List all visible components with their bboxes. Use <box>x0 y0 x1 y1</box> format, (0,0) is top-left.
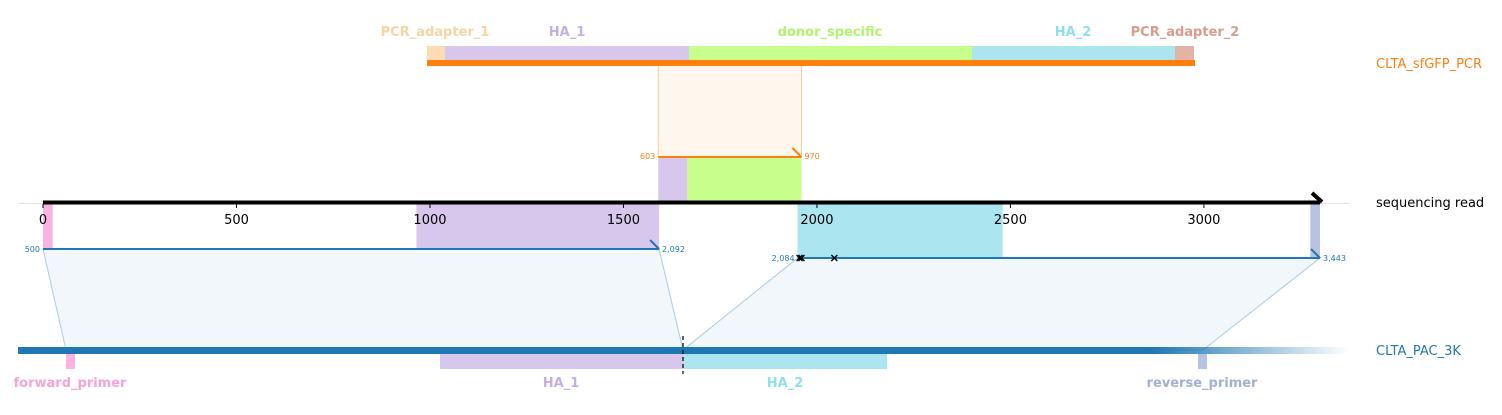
read-axis-tick-label: 2000 <box>800 213 833 228</box>
read-feature-forward-primer <box>43 204 53 250</box>
ref-alignment-band-1 <box>42 248 684 351</box>
read-axis-tick-label: 500 <box>224 213 249 228</box>
mismatch-marker <box>796 254 804 262</box>
bottom-feature-label-forward-primer: forward_primer <box>14 376 128 391</box>
ref-alignment-end-label: 2,092 <box>662 245 685 254</box>
top-reference-track: PCR_adapter_1 HA_1 donor_specific HA_2 PCR_a… <box>381 25 1240 66</box>
read-feature-ha-2 <box>797 204 1003 258</box>
bottom-feature-label-ha-2: HA_2 <box>767 376 804 391</box>
top-feature-pcr-adapter-2 <box>1175 46 1194 62</box>
pcr-alignment-end-label: 970 <box>804 152 819 161</box>
read-feature-reverse-primer <box>1310 204 1320 258</box>
ref-alignment-start-label: 2,084 <box>772 254 795 263</box>
top-feature-label-ha-1: HA_1 <box>549 25 586 40</box>
top-feature-label-ha-2: HA_2 <box>1055 25 1092 40</box>
bottom-feature-ha-2 <box>683 354 887 369</box>
top-feature-pcr-adapter-1 <box>427 46 445 62</box>
bottom-reference-bar <box>18 347 1350 354</box>
pcr-alignment-arrow <box>791 147 803 158</box>
bottom-feature-forward-primer <box>66 354 75 369</box>
bottom-feature-label-reverse-primer: reverse_primer <box>1147 376 1259 391</box>
read-track-label: sequencing read <box>1376 196 1484 211</box>
bottom-reference-track: forward_primer HA_1 HA_2 reverse_primer <box>14 336 1350 391</box>
pcr-alignment-band <box>657 62 802 158</box>
read-axis-tick-label: 2500 <box>994 213 1027 228</box>
pcr-alignment-start-label: 603 <box>640 152 655 161</box>
sequencing-read-track: 603 970 0 500 1000 1500 2000 2500 3000 500 2,092 2,… <box>18 147 1350 263</box>
ref-alignment-start-label: 500 <box>25 245 40 254</box>
read-axis-tick-label: 3000 <box>1187 213 1220 228</box>
bottom-track-label: CLTA_PAC_3K <box>1376 344 1461 359</box>
read-axis-tick-label: 0 <box>39 213 47 228</box>
top-feature-label-donor-specific: donor_specific <box>778 25 883 40</box>
top-track-label: CLTA_sfGFP_PCR <box>1376 57 1482 72</box>
top-feature-label-pcr-adapter-2: PCR_adapter_2 <box>1131 25 1240 40</box>
top-reference-bar <box>427 60 1195 66</box>
read-axis-tick-label: 1500 <box>607 213 640 228</box>
bottom-feature-label-ha-1: HA_1 <box>543 376 580 391</box>
bottom-feature-reverse-primer <box>1198 354 1207 369</box>
read-axis-tick-label: 1000 <box>413 213 446 228</box>
top-feature-ha-1 <box>445 46 689 62</box>
mismatch-marker <box>830 254 838 262</box>
ref-alignment-arrow <box>649 239 660 250</box>
top-feature-ha-2 <box>972 46 1175 62</box>
ref-alignment-arrow <box>1310 248 1321 259</box>
read-feature-ha-1 <box>658 157 688 203</box>
mismatch-marker <box>797 254 805 262</box>
read-feature-donor-specific <box>687 157 802 203</box>
read-feature-ha-1 <box>416 204 660 250</box>
bottom-feature-ha-1 <box>440 354 683 369</box>
top-feature-donor-specific <box>689 46 972 62</box>
ref-alignment-end-label: 3,443 <box>1323 254 1346 263</box>
read-axis-arrow <box>1310 191 1324 204</box>
top-feature-label-pcr-adapter-1: PCR_adapter_1 <box>381 25 490 40</box>
ref-alignment-band-2 <box>681 257 1322 351</box>
